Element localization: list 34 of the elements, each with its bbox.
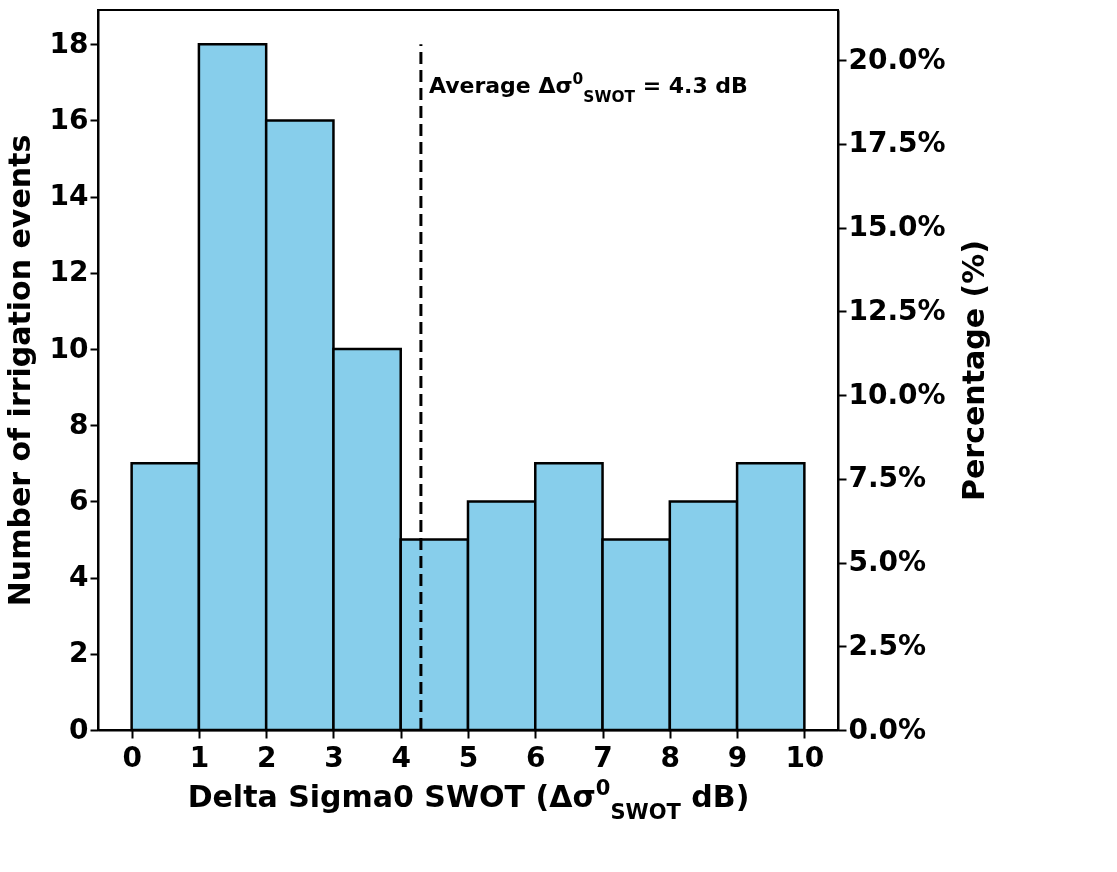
x-tick-label: 7 (593, 740, 613, 774)
y2-tick-label: 20.0% (848, 42, 946, 76)
x-tick-label: 8 (660, 740, 681, 774)
y-tick-label: 18 (49, 26, 89, 60)
x-tick-label: 9 (727, 740, 748, 774)
x-tick-label: 2 (256, 740, 277, 774)
y-tick-label: 8 (69, 407, 89, 441)
y-tick-label: 10 (49, 331, 89, 365)
y2-axis-title: Percentage (%) (955, 240, 991, 501)
y-tick-label: 0 (69, 712, 89, 746)
x-tick-label: 5 (458, 740, 479, 774)
ref-line-label: Average Δσ$^{0}$$_{SWOT}$ = 4.3 dB (428, 69, 748, 106)
y-axis-title: Number of irrigation events (1, 134, 37, 607)
y-tick-label: 4 (69, 560, 89, 594)
y2-tick-label: 5.0% (848, 545, 927, 579)
y-tick-label: 12 (49, 255, 89, 289)
y2-tick-label: 7.5% (848, 461, 927, 495)
y2-tick-label: 0.0% (848, 712, 927, 746)
y2-tick-label: 17.5% (848, 126, 946, 160)
x-tick-label: 10 (785, 740, 825, 774)
y-tick-label: 14 (49, 179, 89, 213)
y2-tick-label: 2.5% (848, 628, 927, 662)
y-tick-label: 16 (49, 102, 89, 136)
y2-tick-label: 15.0% (848, 210, 946, 244)
y-tick-label: 2 (69, 636, 89, 670)
y2-tick-label: 12.5% (848, 293, 946, 327)
x-tick-label: 4 (391, 740, 411, 774)
x-tick-label: 0 (122, 740, 142, 774)
x-tick-label: 6 (526, 740, 546, 774)
y-tick-label: 6 (69, 483, 89, 517)
y2-tick-label: 10.0% (848, 377, 946, 411)
x-tick-label: 1 (189, 740, 210, 774)
x-tick-label: 3 (324, 740, 344, 774)
x-axis-title: Delta Sigma0 SWOT (Δσ$^{0}$$_{SWOT}$ dB) (187, 775, 750, 824)
